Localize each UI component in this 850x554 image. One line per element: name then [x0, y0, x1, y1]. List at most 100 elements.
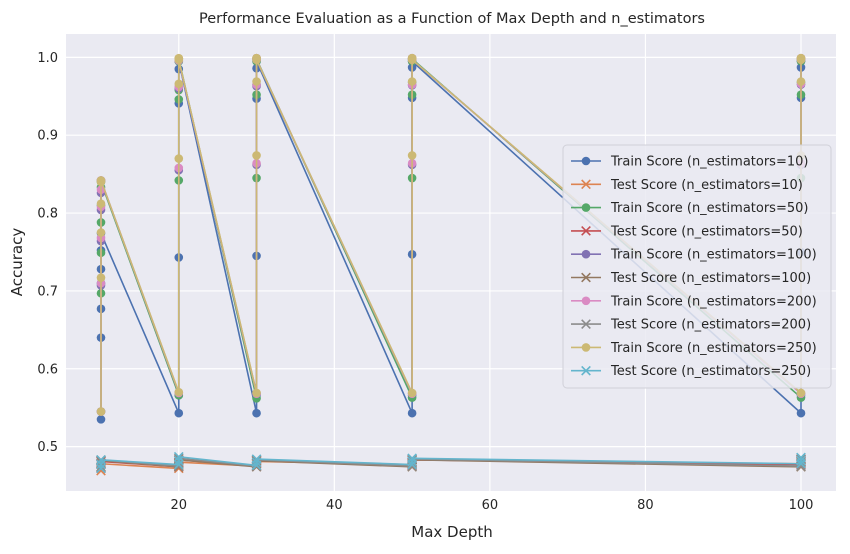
data-point [96, 463, 106, 474]
x-marker-stroke [173, 459, 184, 470]
legend-marker [581, 179, 591, 190]
y-tick-label: 1.0 [37, 51, 58, 66]
legend-item: Test Score (n_estimators=10) [571, 178, 803, 193]
chart-title: Performance Evaluation as a Function of … [199, 11, 705, 27]
legend-item: Test Score (n_estimators=50) [571, 224, 803, 239]
legend-label: Train Score (n_estimators=250) [610, 341, 817, 356]
legend-item: Test Score (n_estimators=250) [571, 364, 811, 379]
legend-marker [581, 226, 591, 236]
legend-item: Train Score (n_estimators=200) [571, 294, 817, 309]
x-tick-label: 80 [637, 498, 654, 513]
data-point [796, 408, 806, 418]
data-point [174, 55, 184, 64]
legend-label: Test Score (n_estimators=100) [610, 271, 811, 286]
data-point [252, 151, 261, 160]
data-point [407, 55, 417, 64]
data-point [407, 408, 417, 418]
x-marker-stroke [407, 453, 417, 464]
legend-label: Test Score (n_estimators=50) [610, 224, 803, 239]
legend-item: Test Score (n_estimators=200) [571, 318, 811, 333]
x-marker-stroke [251, 454, 262, 464]
data-point [252, 55, 261, 64]
data-point [174, 408, 184, 418]
data-point [96, 407, 106, 416]
data-point [174, 387, 184, 397]
x-marker-stroke [796, 455, 806, 466]
data-point [96, 415, 106, 424]
data-point [96, 176, 106, 185]
data-point [96, 273, 106, 282]
data-point [796, 77, 806, 86]
y-tick-label: 0.7 [37, 284, 58, 299]
legend-marker [581, 319, 591, 329]
data-point [407, 77, 417, 86]
y-tick-label: 0.9 [37, 129, 58, 144]
x-tick-label: 20 [171, 498, 188, 513]
data-point [173, 451, 184, 462]
x-marker-stroke [581, 272, 591, 283]
legend-label: Test Score (n_estimators=10) [610, 178, 803, 193]
data-point [96, 199, 106, 209]
data-point [252, 77, 261, 86]
legend-label: Train Score (n_estimators=100) [610, 248, 817, 263]
x-marker-stroke [581, 365, 591, 376]
data-point [174, 79, 184, 89]
data-point [407, 456, 417, 467]
x-marker-stroke [581, 226, 591, 236]
legend: Train Score (n_estimators=10) Test Score … [562, 144, 832, 389]
legend-marker [581, 249, 591, 259]
tick-labels: 20 40 60 80 100 0.5 0.6 0.7 0.8 0.9 1.0 [37, 51, 813, 513]
x-tick-label: 100 [789, 498, 814, 513]
legend-marker [581, 203, 591, 212]
legend-marker [581, 296, 591, 306]
legend-box [562, 144, 832, 389]
legend-marker [581, 156, 591, 166]
x-marker-stroke [173, 451, 184, 462]
data-point [252, 388, 261, 398]
legend-marker [581, 365, 591, 376]
data-point [796, 452, 806, 463]
legend-label: Train Score (n_estimators=200) [610, 294, 817, 309]
legend-item: Test Score (n_estimators=100) [571, 271, 811, 286]
legend-label: Test Score (n_estimators=250) [610, 364, 811, 379]
legend-item: Train Score (n_estimators=100) [571, 248, 817, 263]
x-tick-label: 60 [482, 498, 499, 513]
x-marker-stroke [407, 456, 417, 467]
legend-marker [581, 343, 591, 352]
data-point [173, 459, 184, 470]
data-point [796, 388, 806, 398]
data-point [96, 228, 106, 237]
y-axis-label: Accuracy [8, 228, 26, 297]
data-point [252, 408, 261, 418]
data-point [407, 388, 417, 398]
x-marker-stroke [251, 457, 262, 468]
data-point [407, 151, 417, 160]
legend-marker [581, 272, 591, 283]
y-tick-label: 0.5 [37, 440, 58, 455]
legend-item: Train Score (n_estimators=250) [571, 341, 817, 356]
data-point [173, 455, 184, 466]
data-point [796, 55, 806, 64]
data-point [407, 453, 417, 464]
legend-item: Train Score (n_estimators=50) [571, 201, 808, 216]
series-10 [96, 451, 806, 474]
x-marker-stroke [581, 319, 591, 329]
y-tick-label: 0.6 [37, 362, 58, 377]
x-axis-label: Max Depth [411, 523, 492, 541]
x-marker-stroke [173, 455, 184, 466]
data-point [251, 454, 262, 464]
data-point [796, 455, 806, 466]
x-marker-stroke [581, 179, 591, 190]
legend-label: Test Score (n_estimators=200) [610, 318, 811, 333]
data-point [96, 454, 106, 465]
y-tick-label: 0.8 [37, 207, 58, 222]
data-point [251, 457, 262, 468]
x-marker-stroke [796, 452, 806, 463]
x-marker-stroke [96, 463, 106, 474]
legend-label: Train Score (n_estimators=10) [610, 155, 808, 170]
legend-label: Train Score (n_estimators=50) [610, 201, 808, 216]
legend-item: Train Score (n_estimators=10) [571, 155, 808, 170]
data-point [174, 154, 184, 163]
